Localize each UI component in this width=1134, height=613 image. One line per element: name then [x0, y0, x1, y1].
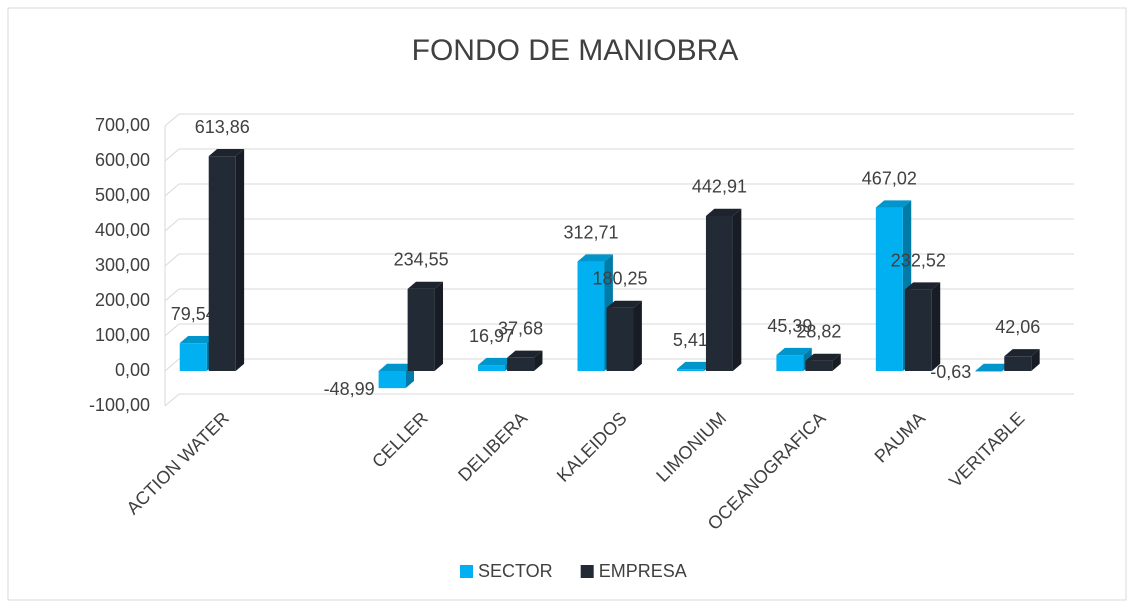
y-tick-label: 0,00: [115, 360, 150, 380]
bar: [805, 360, 833, 371]
y-tick-label: 100,00: [95, 325, 150, 345]
data-label: 28,82: [796, 322, 841, 342]
data-label: 45,39: [767, 316, 812, 336]
legend-swatch: [460, 565, 473, 578]
grid-line-side: [164, 148, 180, 162]
legend-swatch: [580, 565, 594, 578]
bar-side: [434, 281, 444, 371]
data-label: 613,86: [195, 117, 250, 137]
bar-top: [1004, 349, 1040, 357]
grid-line-side: [164, 323, 180, 337]
bar-top: [705, 208, 742, 216]
bar: [208, 156, 236, 371]
y-tick-label: 500,00: [95, 185, 150, 205]
grid-line-side: [164, 253, 180, 267]
grid-line-side: [164, 288, 180, 302]
bar-side: [633, 300, 642, 371]
data-label: 234,55: [394, 250, 449, 270]
bar-side: [931, 282, 941, 371]
data-label: 42,06: [995, 317, 1040, 337]
bar: [179, 343, 207, 371]
bar: [606, 307, 634, 371]
bar: [507, 357, 535, 371]
bar-top: [904, 282, 941, 290]
bar-top: [975, 363, 1011, 371]
legend-label: EMPRESA: [599, 561, 687, 581]
bar: [975, 371, 1003, 372]
data-label: 37,68: [498, 319, 543, 339]
bar: [776, 355, 804, 371]
data-label: 79,54: [171, 304, 216, 324]
bar: [705, 215, 733, 371]
bar-top: [577, 254, 613, 262]
grid-line-side: [164, 393, 180, 407]
data-label: 180,25: [592, 269, 647, 289]
data-label: 232,52: [891, 250, 946, 270]
data-label: 442,91: [692, 177, 747, 197]
grid-line-side: [164, 358, 180, 372]
bar-top: [676, 361, 713, 370]
bar-top: [875, 200, 912, 208]
chart-title: FONDO DE MANIOBRA: [412, 34, 739, 67]
bar-top: [507, 350, 543, 358]
bar-top: [179, 335, 216, 344]
bar: [378, 371, 406, 389]
bar: [577, 261, 605, 371]
grid-line-side: [164, 218, 180, 232]
bar: [407, 288, 435, 371]
bar-top: [378, 363, 415, 371]
y-tick-label: 600,00: [95, 150, 150, 170]
bar-top: [478, 357, 514, 366]
legend-label: SECTOR: [478, 561, 553, 581]
y-tick-label: -100,00: [89, 395, 150, 415]
bar-side: [732, 208, 742, 371]
bar: [676, 369, 704, 371]
bar-top: [776, 347, 812, 356]
y-tick-label: 700,00: [95, 115, 150, 135]
data-label: 5,41: [673, 330, 708, 350]
y-tick-label: 400,00: [95, 220, 150, 240]
data-label: 16,97: [469, 326, 514, 346]
data-label: -0,63: [930, 362, 971, 382]
bar-top: [606, 300, 642, 308]
grid-line-side: [164, 113, 180, 127]
bar: [875, 207, 903, 371]
bar-top: [805, 353, 841, 361]
bar: [478, 365, 506, 371]
bar-side: [534, 350, 543, 371]
y-tick-label: 300,00: [95, 255, 150, 275]
bar-top: [208, 148, 245, 157]
bar: [1004, 356, 1032, 371]
bar-side: [1031, 349, 1040, 371]
bar-side: [235, 148, 245, 371]
data-label: -48,99: [324, 379, 375, 399]
bar-top: [407, 281, 444, 289]
grid-line-side: [164, 183, 180, 197]
data-label: 312,71: [563, 222, 618, 242]
data-label: 467,02: [862, 168, 917, 188]
y-tick-label: 200,00: [95, 290, 150, 310]
bar: [904, 289, 932, 371]
bar-side: [832, 353, 841, 371]
